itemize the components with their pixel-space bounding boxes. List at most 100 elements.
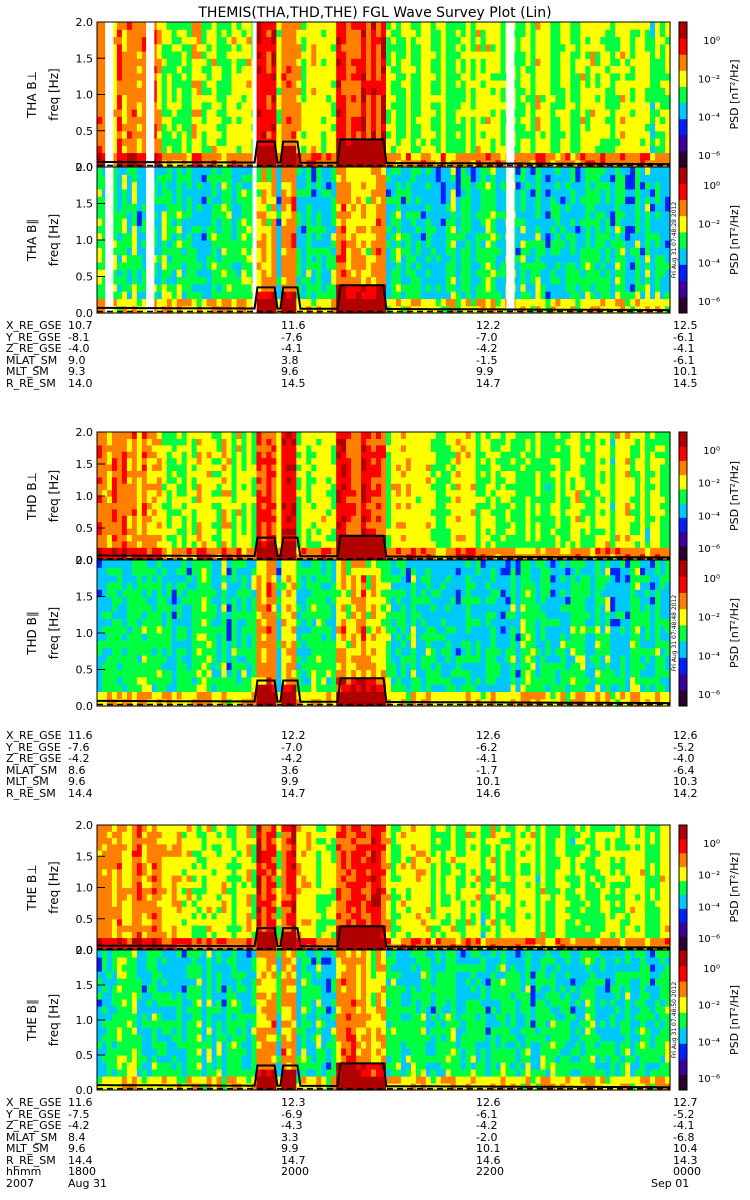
spectrogram-cell [156, 553, 163, 561]
spectrogram-cell [161, 232, 168, 241]
spectrogram-cell [336, 283, 342, 292]
spectrogram-cell [301, 80, 307, 88]
spectrogram-cell [181, 51, 188, 59]
spectrogram-cell [151, 232, 158, 241]
spectrogram-cell [226, 29, 233, 38]
spectrogram-cell [296, 196, 302, 205]
spectrogram-cell [450, 22, 457, 30]
spectrogram-cell [620, 152, 626, 161]
spectrogram-cell [271, 72, 277, 81]
spectrogram-cell [281, 291, 287, 299]
spectrogram-cell [515, 72, 522, 81]
spectrogram-cell [121, 444, 128, 452]
spectrogram-cell [455, 138, 462, 146]
spectrogram-cell [101, 508, 108, 516]
spectrogram-cell [400, 109, 407, 117]
spectrogram-cell [231, 94, 238, 103]
spectrogram-cell [271, 254, 277, 263]
spectrogram-cell [206, 29, 213, 38]
spectrogram-cell [116, 167, 123, 175]
spectrogram-cell [286, 101, 292, 110]
spectrogram-cell [171, 451, 178, 459]
spectrogram-cell [131, 283, 138, 292]
spectrogram-cell [266, 145, 272, 154]
spectrogram-cell [395, 283, 402, 292]
spectrogram-cell [550, 58, 556, 67]
spectrogram-cell [405, 145, 412, 154]
spectrogram-cell [595, 58, 601, 67]
spectrogram-cell [645, 210, 651, 219]
spectrogram-cell [341, 203, 347, 212]
colorbar-segment [679, 150, 687, 168]
spectrogram-cell [630, 196, 636, 205]
spectrogram-cell [465, 240, 472, 248]
spectrogram-cell [415, 101, 422, 110]
spectrogram-cell [256, 65, 263, 74]
spectrogram-cell [216, 29, 223, 38]
spectrogram-cell [97, 65, 103, 74]
spectrogram-cell [550, 283, 556, 292]
spectrogram-cell [515, 116, 522, 125]
spectrogram-cell [395, 101, 402, 110]
spectrogram-cell [630, 269, 636, 278]
spectrogram-cell [520, 210, 527, 219]
spectrogram-cell [216, 232, 223, 241]
spectrogram-cell [371, 283, 377, 292]
spectrogram-cell [570, 167, 576, 175]
spectrogram-cell [136, 508, 143, 516]
spectrogram-cell [176, 94, 183, 103]
spectrogram-cell [121, 305, 128, 314]
spectrogram-cell [630, 261, 636, 270]
spectrogram-cell [640, 51, 646, 59]
spectrogram-cell [346, 203, 352, 212]
spectrogram-cell [545, 51, 552, 59]
spectrogram-cell [605, 247, 611, 256]
spectrogram-cell [535, 123, 542, 132]
spectrogram-cell [291, 254, 297, 263]
spectrogram-cell [371, 145, 377, 154]
spectrogram-cell [261, 218, 268, 226]
spectrogram-cell [166, 80, 173, 88]
spectrogram-cell [286, 225, 292, 234]
spectrogram-cell [495, 65, 502, 74]
spectrogram-cell [166, 65, 173, 74]
spectrogram-cell [291, 232, 297, 241]
spectrogram-cell [615, 261, 621, 270]
spectrogram-cell [166, 232, 173, 241]
spectrogram-cell [425, 247, 432, 256]
spectrogram-cell [331, 218, 337, 226]
spectrogram-cell [520, 283, 527, 292]
spectrogram-cell [331, 188, 337, 197]
spectrogram-cell [430, 87, 437, 96]
spectrogram-cell [236, 94, 243, 103]
spectrogram-cell [276, 203, 282, 212]
spectrogram-cell [415, 210, 422, 219]
spectrogram-cell [131, 159, 138, 168]
spectrogram-cell [271, 87, 277, 96]
spectrogram-cell [241, 196, 248, 205]
spectrogram-cell [321, 123, 327, 132]
spectrogram-cell [246, 43, 253, 52]
spectrogram-cell [405, 276, 412, 285]
spectrogram-cell [121, 116, 128, 125]
spectrogram-cell [590, 203, 596, 212]
spectrogram-cell [346, 145, 352, 154]
spectrogram-cell [356, 80, 362, 88]
spectrogram-cell [296, 240, 302, 248]
spectrogram-cell [181, 269, 188, 278]
spectrogram-cell [600, 232, 606, 241]
spectrogram-cell [605, 87, 611, 96]
spectrogram-cell [540, 188, 547, 197]
spectrogram-cell [206, 269, 213, 278]
spectrogram-cell [246, 181, 253, 190]
spectrogram-cell [405, 203, 412, 212]
spectrogram-cell [196, 159, 203, 168]
spectrogram-cell [361, 247, 367, 256]
spectrogram-cell [425, 43, 432, 52]
spectrogram-cell [136, 196, 143, 205]
spectrogram-cell [420, 152, 427, 161]
spectrogram-cell [630, 22, 636, 30]
spectrogram-cell [385, 232, 392, 241]
spectrogram-cell [236, 276, 243, 285]
spectrogram-cell [246, 22, 253, 30]
